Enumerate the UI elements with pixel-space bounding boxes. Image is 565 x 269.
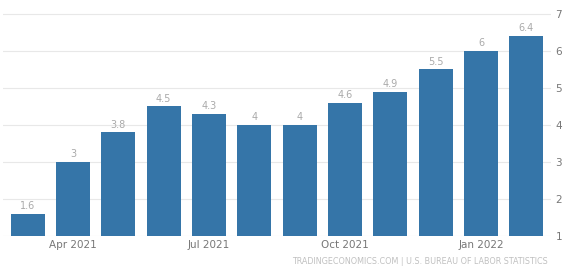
Bar (282, 125, 317, 236)
Text: TRADINGECONOMICS.COM | U.S. BUREAU OF LABOR STATISTICS: TRADINGECONOMICS.COM | U.S. BUREAU OF LA… (292, 257, 548, 266)
Text: 6: 6 (478, 38, 484, 48)
Bar (147, 107, 181, 236)
Text: 3: 3 (70, 149, 76, 159)
Bar (328, 103, 362, 236)
Text: 4: 4 (251, 112, 258, 122)
Text: 3.8: 3.8 (111, 120, 126, 130)
Text: 4.3: 4.3 (202, 101, 217, 111)
Text: 4: 4 (297, 112, 303, 122)
Text: 6.4: 6.4 (519, 23, 534, 34)
Bar (510, 36, 544, 236)
Bar (11, 214, 45, 236)
Text: 4.9: 4.9 (383, 79, 398, 89)
Bar (56, 162, 90, 236)
Bar (192, 114, 226, 236)
Bar (101, 132, 136, 236)
Bar (373, 91, 407, 236)
Text: 1.6: 1.6 (20, 201, 36, 211)
Bar (464, 51, 498, 236)
Text: 4.6: 4.6 (337, 90, 353, 100)
Bar (419, 69, 453, 236)
Text: 4.5: 4.5 (156, 94, 171, 104)
Bar (237, 125, 271, 236)
Text: 5.5: 5.5 (428, 57, 444, 67)
